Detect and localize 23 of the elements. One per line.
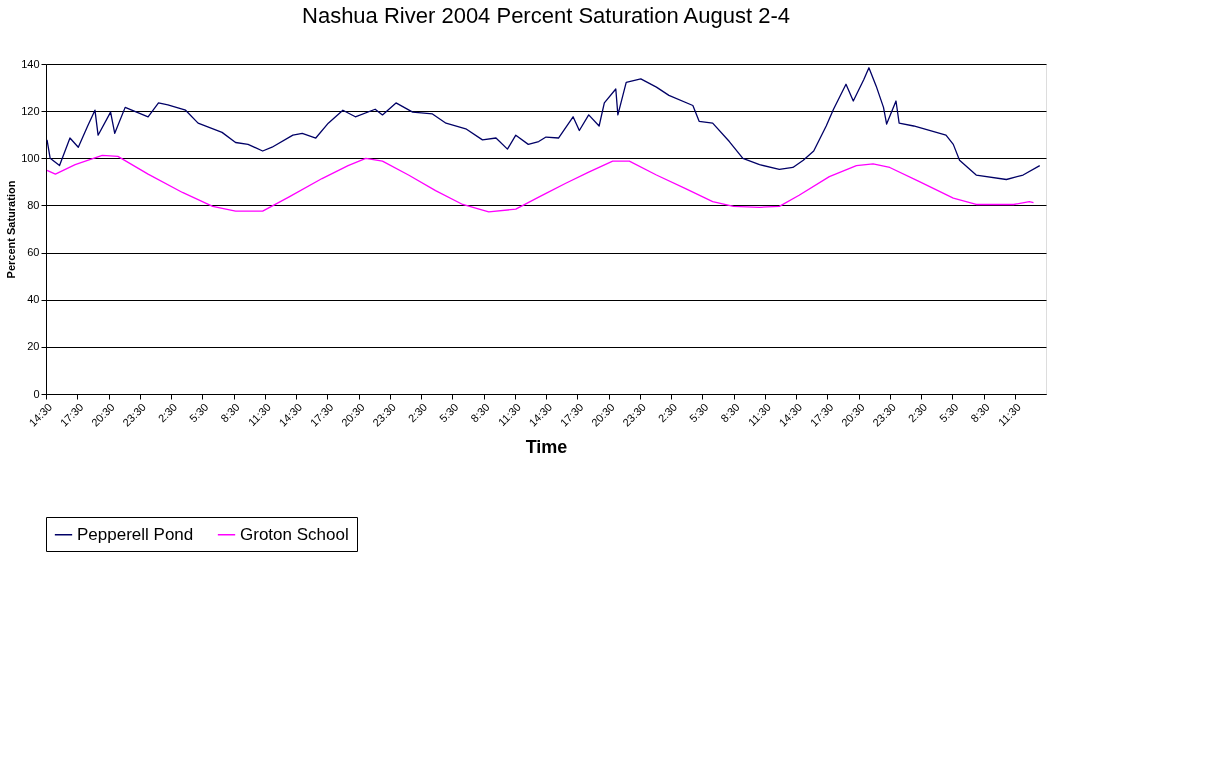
legend-label: Groton School	[240, 524, 349, 544]
x-tick-label: 5:30	[186, 400, 211, 425]
y-tick-label: 80	[27, 198, 40, 211]
y-axis-title: Percent Saturation	[5, 180, 18, 279]
x-tick-label: 5:30	[436, 400, 461, 425]
x-tick-label: 8:30	[218, 400, 242, 425]
y-tick-label: 120	[21, 104, 40, 117]
line-series	[46, 67, 1041, 181]
x-tick-label: 8:30	[718, 400, 742, 425]
y-tick-label: 40	[27, 293, 40, 306]
x-tick-label: 8:30	[968, 400, 992, 425]
x-axis-title: Time	[525, 436, 568, 457]
y-tick-label: 60	[27, 246, 40, 259]
y-tick-label: 140	[21, 57, 40, 70]
x-tick-label: 5:30	[686, 400, 711, 425]
line-series	[46, 154, 1035, 213]
y-tick-label: 100	[21, 151, 40, 164]
chart-title: Nashua River 2004 Percent Saturation August 2-4	[302, 3, 790, 28]
y-tick-label: 0	[33, 387, 40, 400]
x-tick-label: 8:30	[468, 400, 492, 425]
y-tick-label: 20	[27, 340, 40, 353]
legend-label: Pepperell Pond	[77, 524, 194, 544]
x-tick-label: 5:30	[936, 400, 961, 425]
